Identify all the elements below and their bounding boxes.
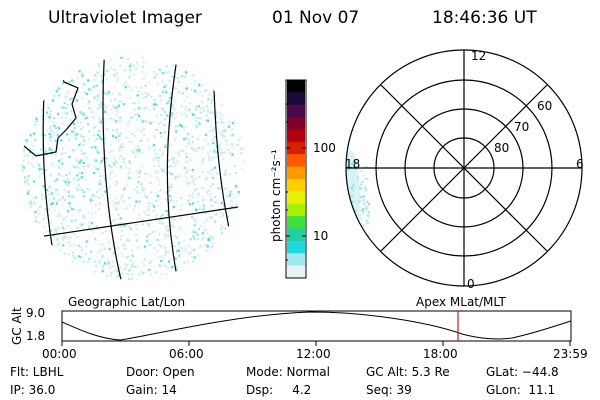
coastline: [23, 56, 79, 157]
status-mode: Mode: Normal: [246, 365, 330, 379]
colorbar-swatch: [287, 265, 305, 279]
colorbar-swatch: [287, 166, 305, 180]
lat-label-70: 70: [514, 120, 530, 134]
colorbar-swatch: [287, 216, 305, 229]
status-door: Door: Open: [126, 365, 195, 379]
date-label: 01 Nov 07: [272, 8, 360, 28]
colorbar-swatch: [287, 191, 305, 205]
colorbar-swatch: [287, 80, 305, 93]
mlt-label-12: 12: [471, 49, 487, 63]
colorbar-swatch: [287, 203, 305, 217]
lat-label-80: 80: [494, 141, 510, 155]
timeline-x-tick: 00:00: [42, 347, 77, 361]
polar-plot: [345, 49, 583, 287]
status-gc-alt: GC Alt: 5.3 Re: [366, 365, 450, 379]
geographic-image-panel: [21, 56, 245, 280]
status-glon: GLon: 11.1: [486, 383, 556, 397]
colorbar-swatch: [287, 117, 305, 130]
colorbar-swatch: [287, 179, 305, 192]
uv-emission-speckle: [21, 56, 245, 280]
altitude-timeline: [61, 310, 572, 346]
status-dsp: Dsp: 4.2: [246, 383, 312, 397]
colorbar-swatch: [287, 240, 305, 254]
status-seq: Seq: 39: [366, 383, 412, 397]
timeline-y-title: GC Alt: [10, 307, 24, 345]
status-gain: Gain: 14: [126, 383, 177, 397]
colorbar-swatch: [287, 104, 305, 118]
colorbar-tick-100: 100: [313, 141, 336, 155]
colorbar-units-label: photon cm⁻²s⁻¹: [269, 149, 283, 242]
colorbar-swatch: [287, 92, 305, 106]
mlt-label-18: 18: [345, 157, 361, 171]
colorbar-swatch: [287, 253, 305, 267]
apex-label: Apex MLat/MLT: [416, 295, 506, 309]
status-glat: GLat: −44.8: [486, 365, 559, 379]
status-filter: Flt: LBHL: [10, 365, 64, 379]
colorbar-swatch: [287, 129, 305, 143]
instrument-title: Ultraviolet Imager: [48, 8, 202, 28]
colorbar: [285, 79, 307, 279]
timeline-x-tick: 12:00: [296, 347, 331, 361]
colorbar-swatch: [287, 141, 305, 155]
timeline-y-tick-top: 9.0: [26, 306, 46, 320]
mlt-label-0: 0: [467, 277, 475, 291]
mlt-label-6: 6: [576, 157, 584, 171]
colorbar-swatch: [287, 154, 305, 168]
timeline-x-tick: 18:00: [423, 347, 458, 361]
geographic-label: Geographic Lat/Lon: [68, 295, 186, 309]
lat-label-60: 60: [537, 99, 553, 113]
timeline-x-tick: 23:59: [553, 347, 588, 361]
status-ip: IP: 36.0: [10, 383, 56, 397]
timeline-x-tick: 06:00: [169, 347, 204, 361]
colorbar-swatch: [287, 228, 305, 242]
timeline-y-tick-bottom: 1.8: [26, 329, 46, 343]
colorbar-tick-10: 10: [313, 229, 329, 243]
time-label: 18:46:36 UT: [432, 8, 537, 28]
